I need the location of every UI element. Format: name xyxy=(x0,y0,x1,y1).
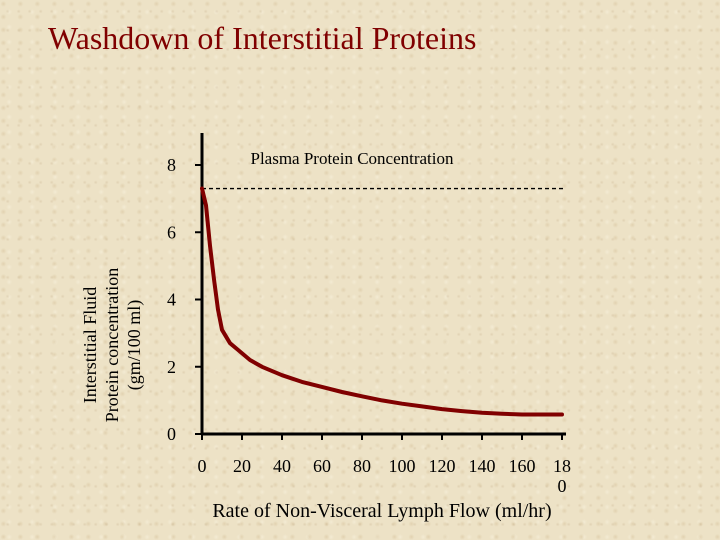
reference-line-label: Plasma Protein Concentration xyxy=(250,149,454,168)
x-tick-label: 120 xyxy=(429,456,456,476)
y-axis-label-line-2: Protein concentration xyxy=(102,268,122,422)
y-axis-label: Interstitial Fluid Protein concentration… xyxy=(80,268,145,422)
y-tick-label: 6 xyxy=(167,222,176,242)
x-tick-label: 20 xyxy=(233,456,251,476)
x-tick-label: 60 xyxy=(313,456,331,476)
y-tick-label: 0 xyxy=(167,424,176,444)
y-tick-label: 4 xyxy=(167,290,176,310)
x-tick-label: 80 xyxy=(353,456,371,476)
y-tick-label: 2 xyxy=(167,357,176,377)
y-axis-label-line-1: Interstitial Fluid xyxy=(80,287,100,404)
y-tick-label: 8 xyxy=(167,155,176,175)
series-line xyxy=(200,186,564,417)
y-axis-label-line-3: (gm/100 ml) xyxy=(124,300,145,391)
x-tick-label: 140 xyxy=(469,456,496,476)
x-tick-label: 18 0 xyxy=(553,456,571,496)
x-axis-label: Rate of Non-Visceral Lymph Flow (ml/hr) xyxy=(212,500,551,522)
x-tick-label: 160 xyxy=(509,456,536,476)
x-tick-label: 0 xyxy=(198,456,207,476)
x-tick-label: 100 xyxy=(389,456,416,476)
slide-title: Washdown of Interstitial Proteins xyxy=(48,20,477,56)
x-tick-label: 40 xyxy=(273,456,291,476)
